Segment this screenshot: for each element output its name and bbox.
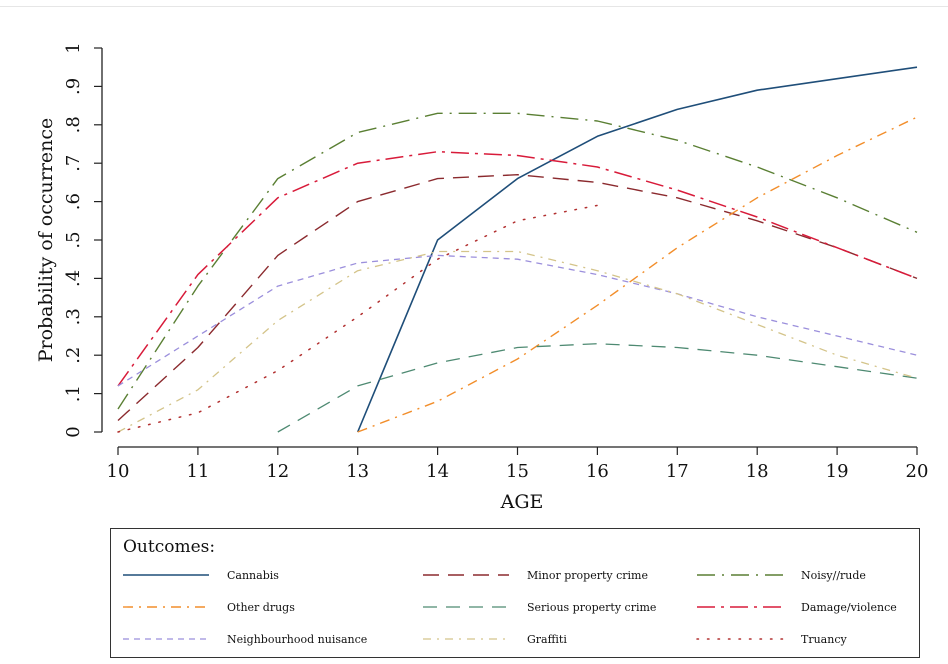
legend-label: Damage/violence [801, 600, 897, 614]
legend: Outcomes: Cannabis Minor property crime No… [110, 528, 920, 658]
legend-label: Cannabis [227, 568, 279, 582]
series-line-truancy [117, 204, 599, 433]
y-tick-label: 1 [63, 42, 84, 53]
x-tick-label: 19 [826, 461, 849, 482]
legend-swatch [423, 638, 509, 640]
top-border [0, 6, 948, 7]
legend-item: Graffiti [421, 627, 567, 651]
legend-swatch [697, 606, 783, 608]
x-tick-label: 13 [346, 461, 369, 482]
y-tick-label: .4 [63, 270, 84, 287]
x-tick-label: 15 [506, 461, 529, 482]
legend-label: Neighbourhood nuisance [227, 632, 368, 646]
legend-label: Other drugs [227, 600, 295, 614]
series-line-minor-property-crime [117, 173, 918, 422]
legend-label: Noisy//rude [801, 568, 866, 582]
x-tick-label: 17 [666, 461, 689, 482]
series-line-serious-property-crime [277, 343, 918, 433]
series-line-neighbourhood-nuisance [117, 254, 918, 387]
legend-swatch [696, 638, 784, 640]
legend-item: Damage/violence [695, 595, 897, 619]
legend-item: Cannabis [121, 563, 279, 587]
series-line-cannabis [356, 66, 918, 433]
legend-label: Minor property crime [527, 568, 648, 582]
legend-label: Graffiti [527, 632, 567, 646]
x-tick-label: 14 [426, 461, 449, 482]
legend-title: Outcomes: [123, 537, 216, 557]
legend-swatch [423, 574, 509, 576]
legend-swatch [423, 606, 509, 608]
legend-swatch [123, 574, 209, 576]
x-tick-label: 16 [586, 461, 609, 482]
x-tick-label: 10 [107, 461, 130, 482]
legend-item: Truancy [695, 627, 847, 651]
legend-swatch [123, 606, 209, 608]
y-tick-label: .1 [63, 385, 84, 402]
axes: 0 .1 .2 .3 .4 .5 .6 .7 .8 .9 1 10 11 12 13 14 15 16 17 18 19… [63, 42, 928, 482]
legend-item: Noisy//rude [695, 563, 866, 587]
y-tick-label: 0 [63, 426, 84, 437]
legend-item: Minor property crime [421, 563, 648, 587]
legend-label: Serious property crime [527, 600, 657, 614]
series-line-graffiti [117, 250, 918, 433]
series-line-damage-violence [117, 150, 918, 387]
series-line-noisy-rude [117, 112, 918, 410]
line-chart: 0 .1 .2 .3 .4 .5 .6 .7 .8 .9 1 10 11 12 13 14 15 16 17 18 19… [35, 42, 928, 513]
y-tick-label: .9 [63, 78, 84, 95]
x-tick-label: 18 [746, 461, 769, 482]
legend-item: Neighbourhood nuisance [121, 627, 367, 651]
y-axis-title: Probability of occurrence [35, 118, 57, 363]
legend-item: Other drugs [121, 595, 295, 619]
legend-item: Serious property crime [421, 595, 656, 619]
x-tick-label: 11 [186, 461, 209, 482]
legend-swatch [123, 638, 209, 640]
series-line-other-drugs [357, 116, 918, 433]
y-tick-label: .7 [63, 155, 84, 172]
y-tick-label: .2 [63, 347, 84, 364]
y-tick-label: .8 [63, 116, 84, 133]
series-layer [117, 66, 918, 433]
x-tick-label: 12 [266, 461, 289, 482]
legend-label: Truancy [801, 632, 847, 646]
y-tick-label: .6 [63, 193, 84, 210]
legend-swatch [697, 574, 783, 576]
y-tick-label: .3 [63, 308, 84, 325]
y-tick-label: .5 [63, 231, 84, 248]
x-axis-title: AGE [500, 491, 544, 513]
x-tick-label: 20 [906, 461, 929, 482]
